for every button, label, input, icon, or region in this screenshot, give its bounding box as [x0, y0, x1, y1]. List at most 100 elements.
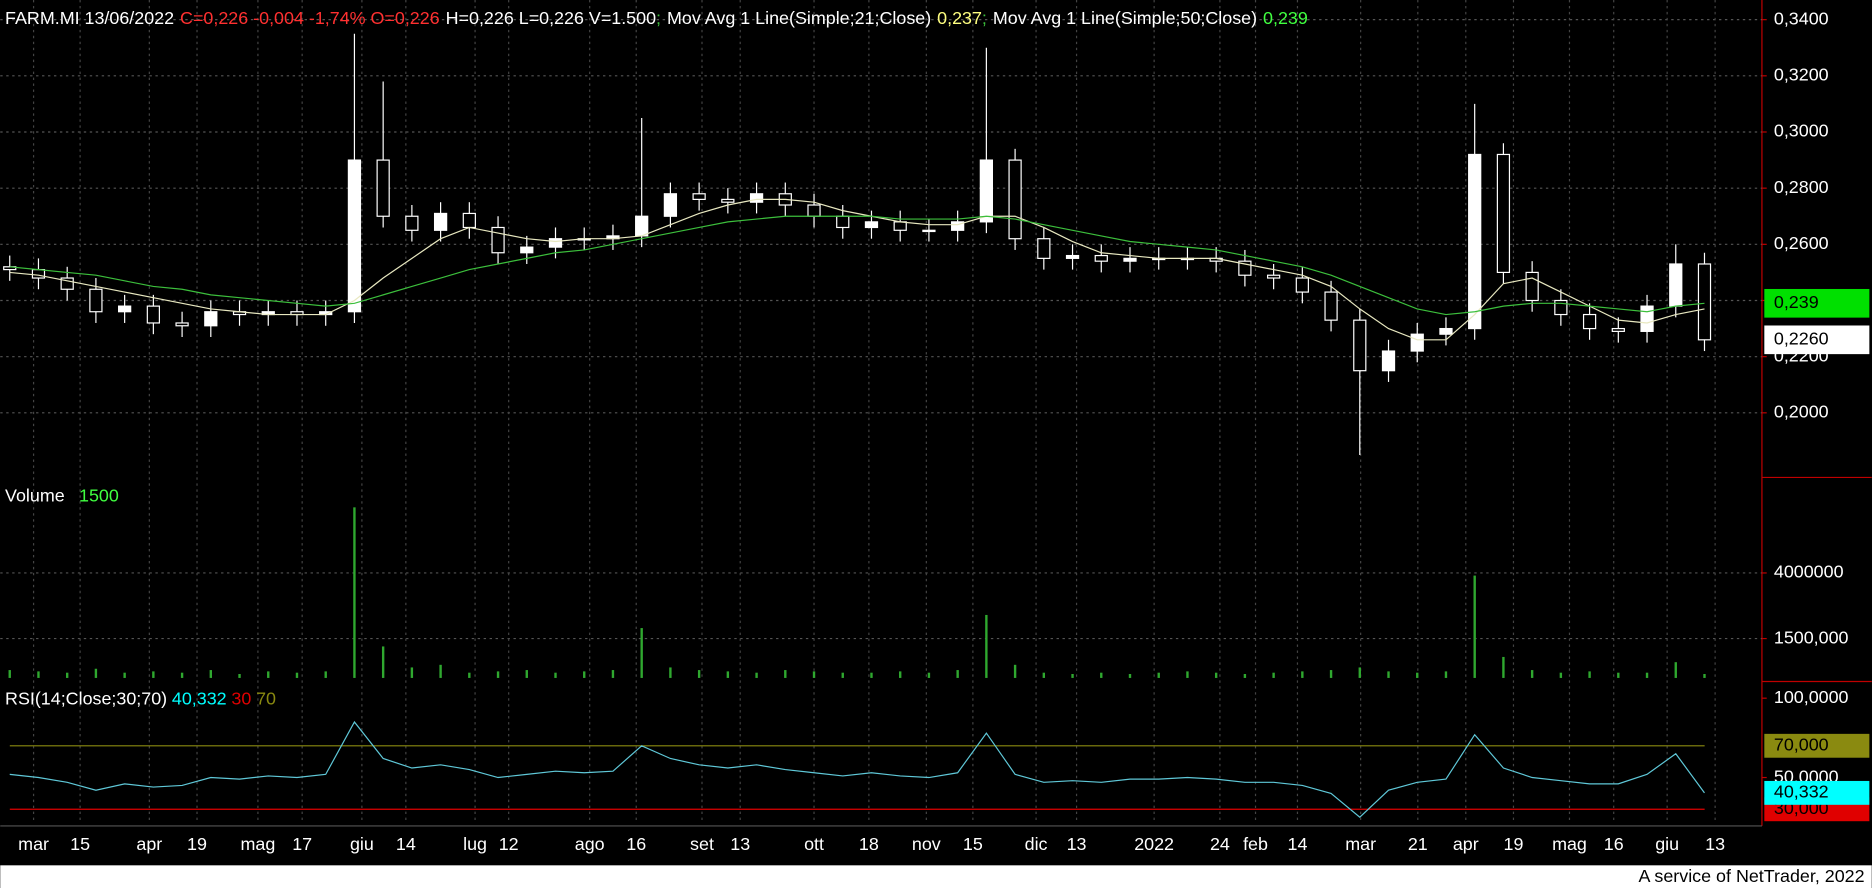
legend-value: 0,239	[1263, 8, 1308, 28]
volume-bar	[927, 672, 931, 678]
x-tick-label: mag	[1552, 834, 1587, 854]
candle-body	[1410, 333, 1424, 352]
volume-bar	[1042, 672, 1046, 678]
volume-bar	[1473, 575, 1476, 678]
candle-body	[376, 159, 390, 217]
y-tick-label: 1500,000	[1774, 627, 1849, 647]
level-label: 30	[231, 688, 251, 708]
candle-body	[1554, 299, 1568, 316]
candle-body	[893, 221, 907, 231]
header-separator: ;	[982, 8, 987, 28]
candle-body	[1669, 263, 1683, 307]
candle-body	[405, 215, 419, 231]
x-tick-label: 15	[963, 834, 983, 854]
volume-bar	[1157, 672, 1160, 678]
volume-bar	[1358, 667, 1361, 678]
volume-bar	[841, 672, 844, 678]
volume-bar	[1186, 671, 1189, 678]
volume-bar	[640, 628, 643, 678]
candle-body	[1123, 257, 1137, 262]
candle-body	[491, 226, 505, 254]
volume-bar	[180, 672, 184, 678]
x-tick-label: 19	[1504, 834, 1524, 854]
volume-bar	[381, 646, 385, 678]
candle-body	[721, 198, 735, 203]
candle-body	[204, 311, 218, 327]
moving-average	[9, 198, 1705, 341]
volume-bar	[1071, 673, 1074, 678]
chart-header: FARM.MI 13/06/2022 C=0,226 -0,004 -1,74% …	[5, 8, 1308, 28]
header-part: FARM.MI 13/06/2022	[5, 8, 174, 28]
x-tick-label: mar	[18, 834, 49, 854]
volume-bar	[554, 672, 557, 678]
candle-body	[1008, 159, 1022, 240]
volume-bar	[1013, 664, 1017, 678]
candle-body	[89, 288, 103, 313]
candle-body	[807, 204, 821, 217]
volume-bar	[439, 664, 442, 678]
price-marker-label: 0,2260	[1774, 329, 1829, 349]
candle-body	[951, 221, 965, 231]
pane-value: 1500	[79, 485, 119, 505]
rsi-marker	[1764, 780, 1870, 805]
volume-bar	[1387, 671, 1390, 678]
candle-body	[864, 221, 879, 229]
y-tick-label: 0,2800	[1774, 177, 1829, 197]
candle-body	[31, 269, 46, 279]
x-tick-label: nov	[912, 834, 941, 854]
x-tick-label: 16	[1604, 834, 1624, 854]
volume-bar	[870, 672, 873, 678]
volume-bar	[37, 671, 40, 678]
volume-bar	[238, 673, 241, 678]
volume-bar	[94, 668, 98, 678]
rsi-line	[9, 720, 1705, 818]
volume-bar	[1329, 670, 1333, 678]
candle-body	[548, 238, 563, 248]
volume-bar	[209, 670, 213, 678]
x-tick-label: 13	[730, 834, 750, 854]
x-tick-label: set	[690, 834, 714, 854]
volume-bar	[669, 667, 672, 678]
moving-average	[9, 215, 1705, 316]
candle-body	[1468, 153, 1482, 330]
candle-body	[433, 212, 448, 231]
volume-bar	[697, 670, 701, 678]
volume-bar	[611, 670, 615, 678]
price-marker-label: 0,239	[1774, 292, 1819, 312]
volume-bar	[985, 614, 988, 678]
candle-body	[347, 159, 362, 313]
volume-bar	[1301, 671, 1304, 678]
volume-bar	[1559, 672, 1563, 678]
pane-title-text: RSI(14;Close;30;70)	[5, 688, 167, 708]
pane-value: 40,332	[172, 688, 227, 708]
x-tick-label: giu	[1655, 834, 1679, 854]
candle-body	[979, 159, 994, 223]
candle-body	[1324, 291, 1338, 321]
candle-body	[146, 305, 160, 324]
x-tick-label: 24	[1210, 834, 1230, 854]
candle-body	[1697, 263, 1712, 341]
candle-body	[1353, 319, 1367, 372]
x-tick-label: mar	[1345, 834, 1376, 854]
volume-bar	[1444, 671, 1448, 678]
y-tick-label: 0,2000	[1774, 402, 1829, 422]
x-tick-label: 13	[1705, 834, 1725, 854]
x-tick-label: 14	[1288, 834, 1308, 854]
x-tick-label: apr	[136, 834, 162, 854]
volume-bar	[1100, 672, 1103, 678]
y-tick-label: 0,3000	[1774, 121, 1829, 141]
legend-value: 0,237	[937, 8, 982, 28]
candle-body	[692, 193, 706, 200]
y-tick-label: 0,2600	[1774, 233, 1829, 253]
x-tick-label: 15	[70, 834, 90, 854]
x-tick-label: dic	[1025, 834, 1048, 854]
candle-body	[1640, 305, 1654, 332]
level-marker	[1764, 733, 1870, 758]
candle-body	[1496, 153, 1511, 274]
candle-body	[1266, 274, 1281, 279]
header-part: C=0,226 -0,004 -1,74% O=0,226	[180, 8, 440, 28]
x-tick-label: ott	[804, 834, 824, 854]
price-marker	[1764, 288, 1870, 318]
